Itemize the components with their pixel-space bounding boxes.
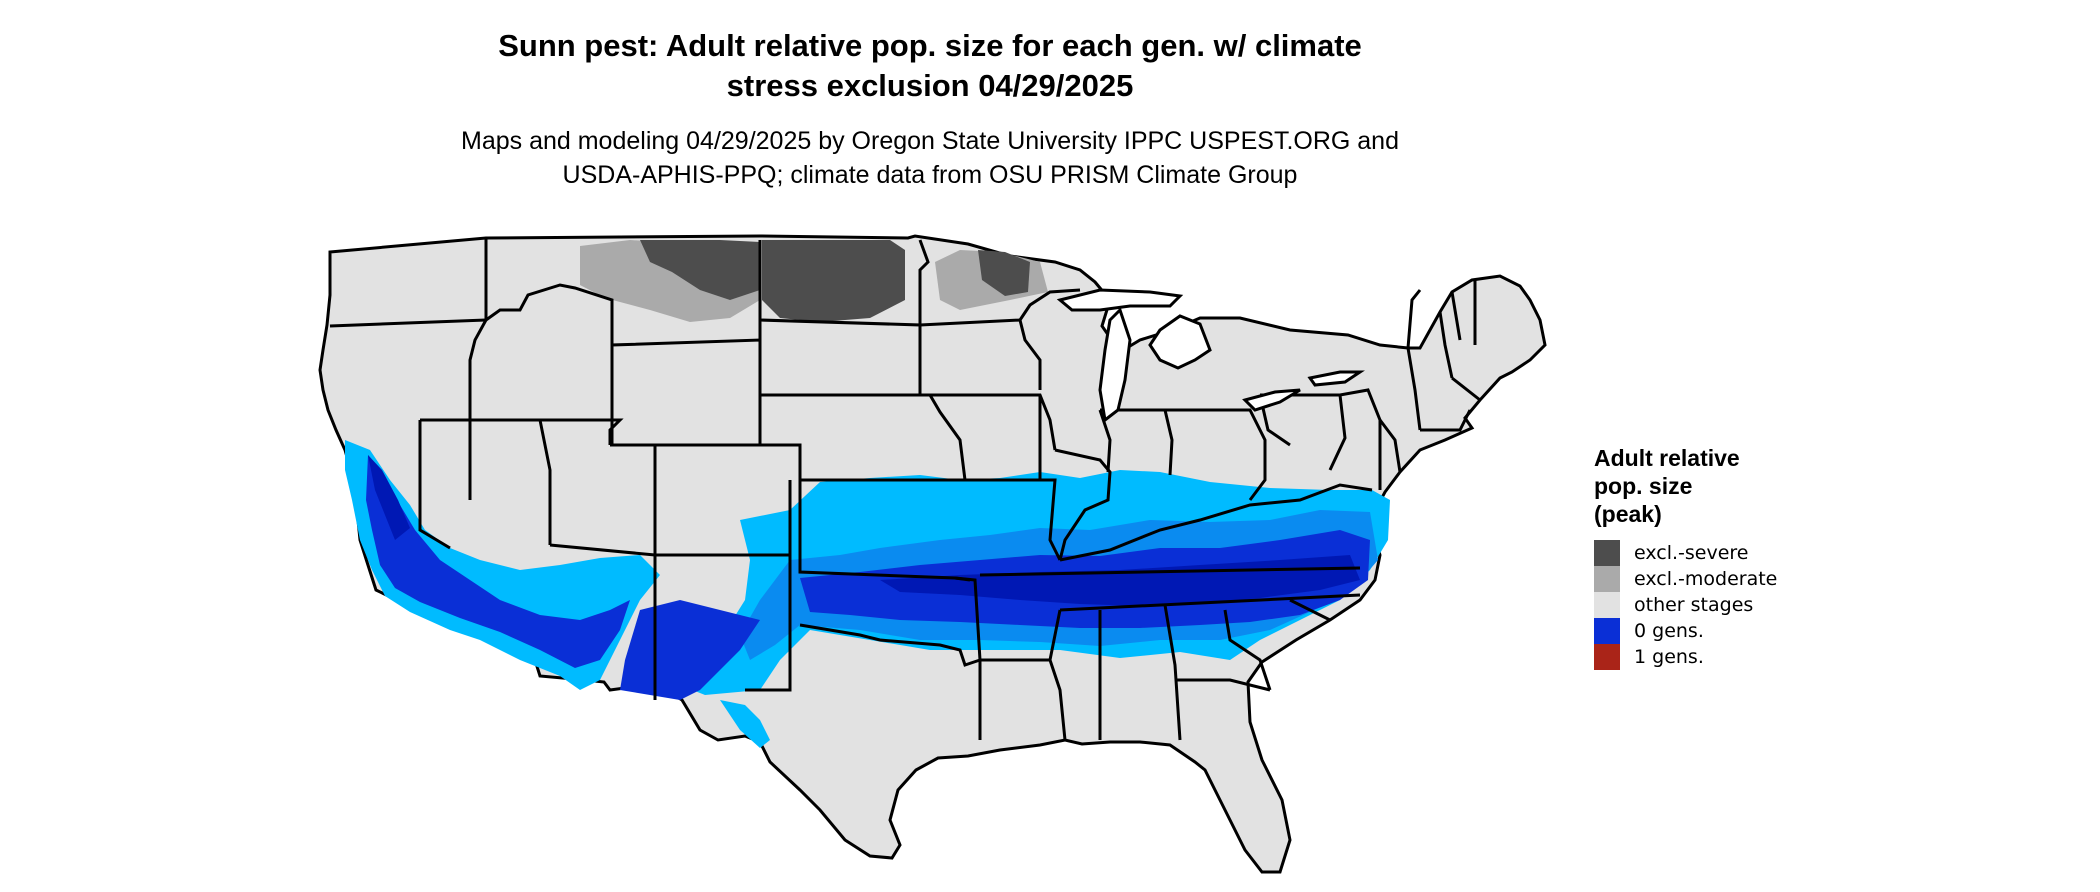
legend-item-other-stages: other stages — [1594, 592, 1894, 618]
legend-label: 1 gens. — [1634, 646, 1704, 668]
legend-label: excl.-moderate — [1634, 568, 1778, 590]
legend-label: excl.-severe — [1634, 542, 1749, 564]
legend-item-excl-moderate: excl.-moderate — [1594, 566, 1894, 592]
map-subtitle: Maps and modeling 04/29/2025 by Oregon S… — [400, 124, 1460, 192]
zone-dark-blue — [880, 555, 1360, 606]
legend-title: Adult relative pop. size (peak) — [1594, 444, 1894, 528]
map-subtitle-line-2: USDA-APHIS-PPQ; climate data from OSU PR… — [562, 161, 1298, 189]
legend-swatch — [1594, 644, 1620, 670]
legend-swatch — [1594, 618, 1620, 644]
excl-severe-montana — [640, 240, 760, 300]
exclusion-areas — [580, 240, 1048, 322]
legend-item-excl-severe: excl.-severe — [1594, 540, 1894, 566]
generation-zones — [345, 440, 1390, 748]
zone-central-valley — [368, 455, 410, 540]
legend-item-1-gens: 1 gens. — [1594, 644, 1894, 670]
legend-label: other stages — [1634, 594, 1754, 616]
map-subtitle-line-1: Maps and modeling 04/29/2025 by Oregon S… — [461, 127, 1399, 155]
legend-swatch — [1594, 566, 1620, 592]
legend-swatch — [1594, 592, 1620, 618]
legend-label: 0 gens. — [1634, 620, 1704, 642]
excl-severe-minnesota — [978, 250, 1030, 296]
legend-swatch — [1594, 540, 1620, 566]
us-map — [318, 234, 1547, 874]
legend-title-line-1: Adult relative — [1594, 445, 1740, 471]
state-borders — [329, 238, 1481, 741]
legend-title-line-3: (peak) — [1594, 501, 1662, 527]
map-title-line-1: Sunn pest: Adult relative pop. size for … — [498, 28, 1362, 63]
great-lakes — [1056, 288, 1365, 423]
zone-texas-tip — [720, 700, 770, 748]
map-title: Sunn pest: Adult relative pop. size for … — [400, 26, 1460, 106]
map-legend: Adult relative pop. size (peak) excl.-se… — [1594, 444, 1894, 670]
map-title-line-2: stress exclusion 04/29/2025 — [726, 68, 1134, 103]
legend-title-line-2: pop. size — [1594, 473, 1693, 499]
legend-item-0-gens: 0 gens. — [1594, 618, 1894, 644]
excl-severe-north-dakota — [762, 240, 905, 322]
zone-west-blue — [366, 455, 630, 668]
